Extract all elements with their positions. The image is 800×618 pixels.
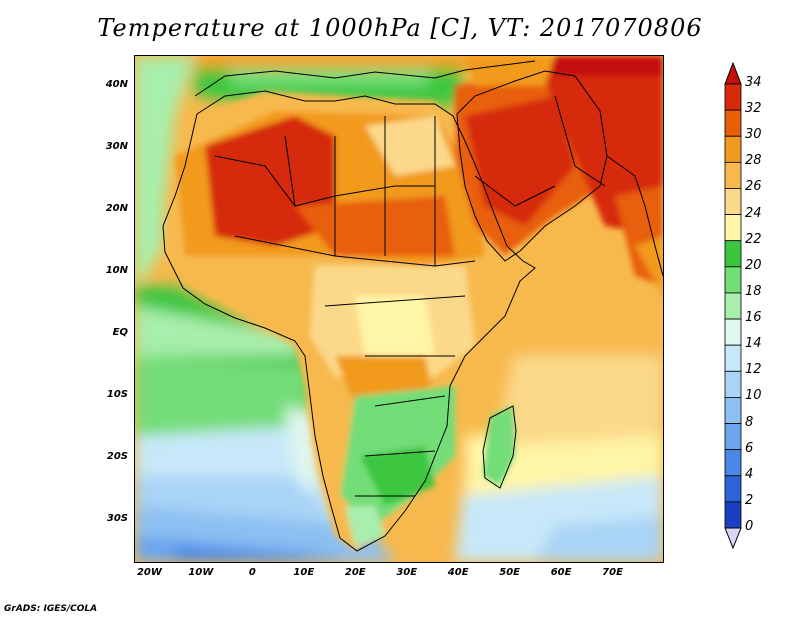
coastlines	[162, 60, 663, 552]
africa-coast	[162, 90, 536, 552]
lat-tick-label: 20S	[106, 450, 128, 462]
colorbar-segment	[724, 292, 742, 320]
colorbar-segment	[724, 135, 742, 163]
colorbar-segment	[724, 214, 742, 242]
colorbar-level-label: 0	[745, 519, 754, 534]
colorbar-level-label: 4	[745, 466, 754, 482]
lon-tick-label: 30E	[396, 567, 418, 578]
lon-tick-label: 70E	[602, 567, 623, 578]
lon-tick-label: 50E	[499, 567, 520, 578]
lat-tick-label: 10S	[106, 388, 128, 400]
lat-tick-label: 20N	[105, 202, 128, 214]
colorbar-level-label: 12	[745, 362, 762, 378]
arabia-core	[465, 96, 575, 226]
lat-tick-label: 10N	[105, 264, 128, 276]
lon-tick-label: 40E	[447, 567, 469, 578]
india-coast	[606, 155, 663, 277]
madagascar-coast	[482, 405, 517, 489]
lon-tick-label: 60E	[550, 567, 572, 578]
map-panel	[134, 55, 664, 563]
madagascar	[483, 406, 515, 486]
lat-tick-label: 30N	[105, 140, 128, 152]
colorbar-level-label: 32	[745, 101, 762, 117]
colorbar-level-label: 18	[745, 283, 762, 299]
colorbar-segment	[724, 109, 742, 137]
colorbar-segment	[724, 240, 742, 268]
europe-coast	[194, 60, 536, 97]
colorbar-level-label: 14	[745, 336, 762, 352]
colorbar-segment	[724, 501, 742, 529]
lon-tick-label: 0	[248, 567, 256, 578]
lat-tick-label: 30S	[106, 512, 128, 524]
lon-tick-label: 20W	[136, 567, 162, 578]
lat-tick-label: 40N	[105, 78, 128, 90]
colorbar-segment	[724, 161, 742, 189]
arabia-coast	[456, 70, 608, 262]
colorbar-level-label: 30	[745, 127, 762, 143]
temperature-field	[135, 56, 663, 562]
lon-tick-label: 10E	[293, 567, 315, 578]
colorbar-segment	[724, 344, 742, 372]
map-title: Temperature at 1000hPa [C], VT: 20170708…	[97, 14, 703, 42]
lon-tick-label: 20E	[344, 567, 366, 578]
credit-text: GrADS: IGES/COLA	[4, 604, 98, 614]
colorbar-level-label: 26	[745, 179, 762, 195]
colorbar-level-label: 16	[745, 310, 762, 326]
atlantic-north	[135, 56, 195, 286]
colorbar-max-triangle	[724, 62, 742, 85]
colorbar	[724, 62, 742, 550]
colorbar-segment	[724, 475, 742, 503]
colorbar-segment	[724, 188, 742, 215]
colorbar-level-label: 28	[745, 153, 762, 169]
colorbar-segment	[724, 449, 742, 477]
colorbar-level-label: 6	[745, 440, 754, 456]
colorbar-level-label: 24	[745, 205, 762, 221]
colorbar-level-label: 10	[745, 388, 762, 404]
colorbar-min-triangle	[724, 527, 742, 550]
colorbar-segment	[724, 370, 742, 398]
colorbar-segment	[724, 397, 742, 424]
colorbar-segment	[724, 266, 742, 294]
lon-tick-label: 10W	[188, 567, 214, 578]
colorbar-level-label: 22	[745, 231, 762, 247]
colorbar-segment	[724, 83, 742, 111]
colorbar-level-label: 2	[745, 492, 754, 508]
colorbar-segment	[724, 318, 742, 346]
colorbar-level-label: 20	[745, 257, 762, 273]
colorbar-level-label: 8	[745, 414, 754, 430]
south-asia-core	[535, 56, 663, 236]
lat-tick-label: EQ	[112, 326, 128, 338]
colorbar-level-label: 34	[745, 75, 762, 90]
colorbar-segment	[724, 423, 742, 451]
